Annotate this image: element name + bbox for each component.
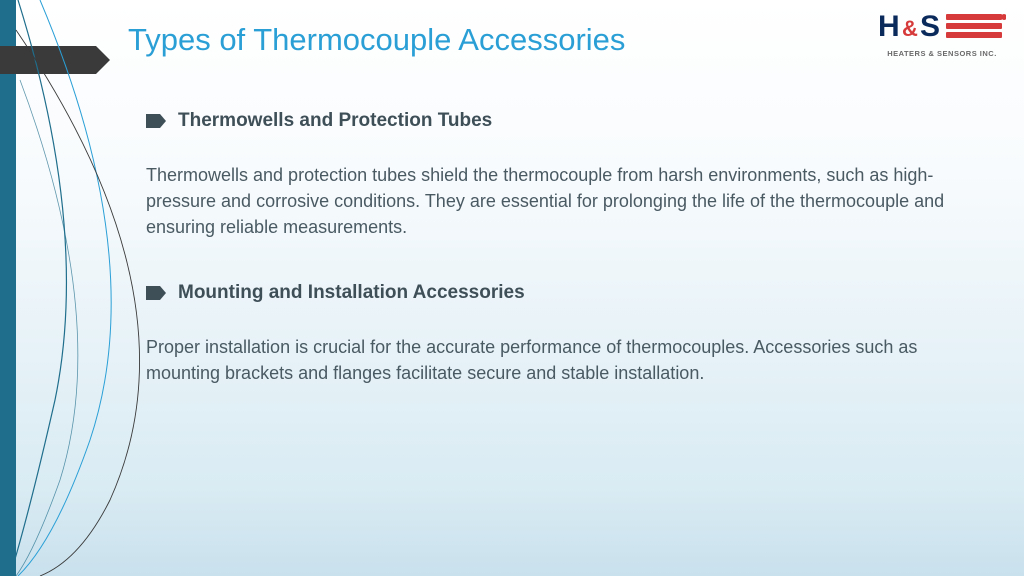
logo-subtitle: HEATERS & SENSORS INC. bbox=[878, 49, 1006, 58]
ribbon-body bbox=[0, 46, 96, 74]
section-body-1: Thermowells and protection tubes shield … bbox=[146, 162, 946, 240]
svg-text:S: S bbox=[920, 10, 940, 42]
section-heading-text: Thermowells and Protection Tubes bbox=[178, 110, 492, 132]
tag-bullet-icon bbox=[146, 286, 166, 300]
tag-bullet-icon bbox=[146, 114, 166, 128]
section-body-2: Proper installation is crucial for the a… bbox=[146, 334, 946, 386]
ribbon-arrow bbox=[96, 46, 110, 74]
svg-text:&: & bbox=[902, 16, 918, 41]
ribbon-decoration bbox=[0, 46, 110, 74]
section-heading-2: Mounting and Installation Accessories bbox=[146, 282, 946, 304]
svg-text:H: H bbox=[878, 10, 900, 42]
section-heading-text: Mounting and Installation Accessories bbox=[178, 282, 525, 304]
company-logo: H & S HEATERS & SENSORS INC. bbox=[878, 10, 1006, 58]
left-accent-bar bbox=[0, 0, 16, 576]
slide: Types of Thermocouple Accessories H & S … bbox=[0, 0, 1024, 576]
content-area: Thermowells and Protection Tubes Thermow… bbox=[146, 110, 946, 428]
slide-title: Types of Thermocouple Accessories bbox=[128, 22, 625, 58]
section-heading-1: Thermowells and Protection Tubes bbox=[146, 110, 946, 132]
logo-mark: H & S bbox=[878, 10, 1006, 42]
